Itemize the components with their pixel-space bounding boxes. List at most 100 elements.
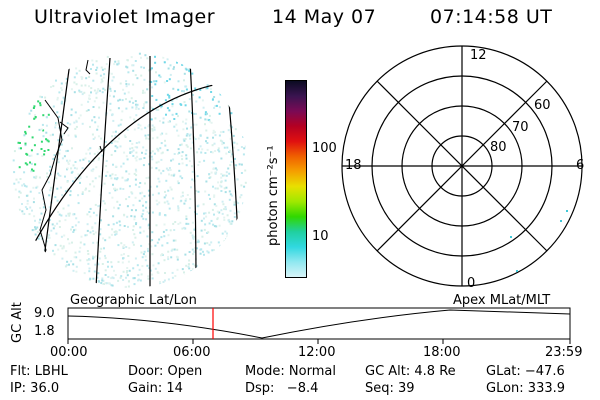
speckle	[73, 229, 75, 232]
speckle	[205, 140, 207, 143]
speckle	[181, 90, 183, 93]
speckle	[225, 174, 228, 177]
speckle	[189, 198, 192, 201]
speckle	[139, 226, 142, 229]
speckle	[96, 128, 99, 131]
speckle	[244, 169, 247, 172]
speckle	[119, 224, 122, 227]
speckle	[128, 185, 131, 188]
speckle	[31, 136, 34, 139]
speckle	[198, 147, 200, 150]
speckle	[58, 152, 61, 155]
speckle	[223, 208, 226, 211]
speckle	[66, 167, 69, 170]
speckle	[221, 212, 224, 215]
speckle	[97, 157, 100, 160]
speckle	[147, 250, 149, 253]
polar-speckle	[566, 210, 568, 212]
speckle	[211, 249, 214, 252]
speckle	[58, 226, 61, 228]
speckle	[70, 114, 73, 117]
speckle	[177, 134, 180, 137]
speckle	[86, 223, 89, 226]
speckle	[175, 255, 178, 258]
speckle	[127, 91, 130, 94]
speckle	[169, 73, 172, 76]
speckle	[39, 218, 42, 221]
speckle	[142, 217, 145, 220]
speckle	[201, 148, 204, 151]
speckle	[154, 117, 157, 120]
speckle	[66, 122, 69, 125]
speckle	[80, 77, 83, 80]
speckle	[60, 87, 63, 90]
speckle	[111, 196, 114, 199]
speckle	[128, 269, 131, 272]
speckle	[135, 174, 138, 177]
speckle	[204, 152, 207, 154]
speckle	[159, 103, 162, 106]
speckle	[162, 56, 165, 59]
speckle	[214, 187, 217, 190]
speckle	[208, 173, 211, 176]
speckle	[58, 115, 61, 118]
speckle	[31, 168, 33, 171]
speckle	[117, 132, 120, 135]
speckle	[158, 74, 161, 77]
speckle	[164, 190, 166, 193]
speckle	[103, 247, 105, 250]
speckle	[114, 189, 117, 192]
speckle	[202, 106, 205, 109]
speckle	[160, 105, 163, 108]
speckle	[23, 183, 25, 186]
speckle	[141, 197, 144, 200]
speckle	[182, 138, 185, 141]
speckle	[192, 236, 194, 239]
speckle	[225, 238, 227, 240]
speckle	[78, 117, 81, 120]
speckle	[49, 189, 52, 192]
speckle	[206, 250, 209, 253]
speckle	[185, 118, 188, 121]
speckle	[141, 213, 144, 216]
speckle	[126, 270, 129, 272]
speckle	[122, 245, 125, 248]
speckle	[59, 244, 62, 247]
speckle	[176, 268, 179, 271]
speckle	[74, 134, 77, 137]
speckle	[112, 163, 114, 166]
speckle	[150, 155, 153, 158]
speckle	[202, 203, 205, 206]
speckle	[143, 103, 146, 106]
speckle	[195, 213, 198, 215]
speckle	[237, 210, 240, 213]
speckle	[35, 175, 38, 178]
speckle	[62, 246, 65, 249]
speckle	[65, 264, 68, 267]
speckle	[19, 142, 21, 144]
speckle	[92, 277, 95, 280]
speckle	[48, 234, 51, 237]
speckle	[68, 212, 71, 215]
speckle	[158, 238, 161, 241]
speckle	[144, 255, 147, 258]
speckle	[151, 150, 154, 153]
speckle	[219, 139, 222, 142]
speckle	[240, 163, 243, 166]
speckle	[167, 278, 170, 281]
colorbar-tick-100: 100	[312, 141, 337, 156]
speckle	[30, 149, 33, 152]
speckle	[187, 222, 190, 225]
speckle	[163, 196, 166, 199]
speckle	[74, 161, 77, 163]
speckle	[188, 251, 191, 253]
speckle	[40, 212, 43, 215]
speckle	[54, 244, 57, 247]
speckle	[105, 63, 108, 66]
speckle	[111, 173, 114, 176]
speckle	[166, 149, 169, 152]
speckle	[92, 79, 95, 82]
speckle	[196, 264, 198, 267]
speckle	[159, 75, 162, 78]
speckle	[142, 146, 145, 149]
